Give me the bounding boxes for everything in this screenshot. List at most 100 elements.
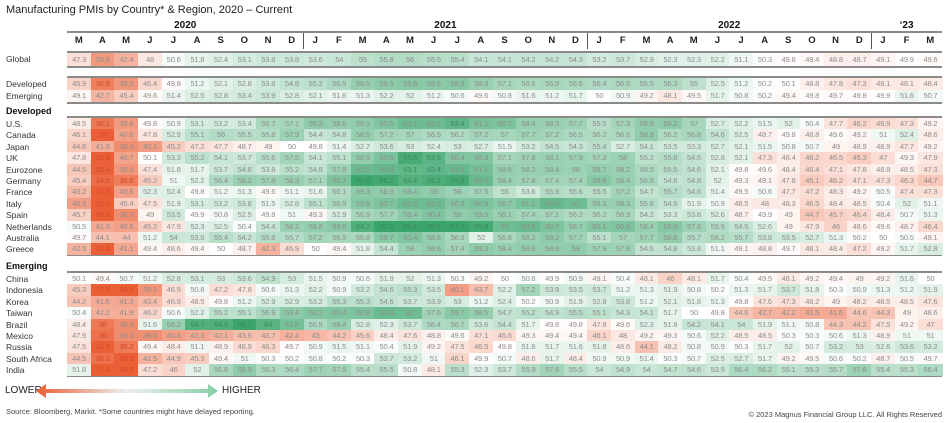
- heatmap-cell: 48.8: [800, 78, 825, 91]
- heatmap-cell: 49.9: [185, 209, 210, 222]
- heatmap-cell: 54.1: [208, 152, 234, 165]
- heatmap-cell: 50.4: [800, 118, 825, 130]
- heatmap-cell: 51.9: [398, 341, 423, 354]
- heatmap-cell: 51.7: [894, 243, 919, 256]
- heatmap-cell: 48.9: [208, 341, 234, 354]
- month-label: A: [193, 35, 201, 46]
- heatmap-cell: 59: [563, 243, 588, 256]
- heatmap-cell: 46.2: [137, 307, 163, 320]
- heatmap-cell: 55.4: [445, 53, 470, 67]
- group-bottom-rule: [67, 375, 943, 378]
- heatmap-cell: 47: [871, 152, 896, 165]
- heatmap-cell: 52.4: [894, 129, 919, 142]
- copyright: © 2023 Magnus Financial Group LLC. All R…: [748, 410, 942, 419]
- heatmap-cell: 45.4: [114, 197, 139, 210]
- heatmap-cell: 50.8: [776, 140, 801, 153]
- heatmap-cell: 55.2: [185, 152, 210, 165]
- heatmap-cell: 47.4: [137, 163, 163, 176]
- heatmap-cell: 52.3: [185, 220, 210, 233]
- heatmap-cell: 36.6: [114, 175, 139, 187]
- heatmap-cell: 57.7: [563, 118, 588, 130]
- heatmap-cell: 61.1: [516, 197, 541, 210]
- row-label: Taiwan: [6, 308, 33, 319]
- heatmap-cell: 47.6: [752, 295, 777, 308]
- heatmap-cell: 58.8: [658, 232, 683, 244]
- heatmap-cell: 52.1: [729, 140, 754, 153]
- heatmap-cell: 53.2: [587, 53, 612, 67]
- heatmap-cell: 53.7: [776, 284, 801, 297]
- heatmap-cell: 58.6: [327, 118, 352, 130]
- heatmap-cell: 56.6: [610, 78, 636, 91]
- heatmap-cell: 48.7: [752, 129, 777, 142]
- heatmap-cell: 56.3: [256, 364, 281, 377]
- heatmap-cell: 52.5: [705, 352, 730, 365]
- heatmap-cell: 42.1: [208, 330, 234, 342]
- heatmap-cell: 50.4: [67, 307, 92, 320]
- heatmap-cell: 31.3: [90, 341, 115, 354]
- heatmap-cell: 30.8: [90, 209, 115, 222]
- heatmap-cell: 55.1: [185, 129, 210, 142]
- heatmap-cell: 44.1: [90, 232, 115, 244]
- heatmap-cell: 51.1: [279, 186, 304, 199]
- heatmap-cell: 53: [208, 273, 234, 285]
- heatmap-cell: 53.2: [918, 341, 943, 354]
- heatmap-cell: 27.4: [90, 364, 115, 377]
- heatmap-cell: 47.3: [918, 163, 943, 176]
- heatmap-cell: 48.5: [871, 295, 896, 308]
- heatmap-cell: 60.4: [421, 209, 446, 222]
- heatmap-cell: 56.9: [445, 232, 470, 244]
- month-label: S: [501, 35, 508, 46]
- heatmap-cell: 50.3: [800, 330, 825, 342]
- row-label: Netherlands: [6, 221, 52, 232]
- heatmap-cell: 60.7: [374, 197, 399, 210]
- heatmap-cell: 51.3: [279, 284, 304, 297]
- heatmap-cell: 59.3: [374, 78, 399, 91]
- heatmap-cell: 48.9: [871, 330, 896, 342]
- heatmap-cell: 47.5: [445, 341, 470, 354]
- heatmap-cell: 49.8: [256, 209, 281, 222]
- heatmap-cell: 50.2: [327, 352, 352, 365]
- heatmap-cell: 53.7: [587, 284, 612, 297]
- group-top-rule: [67, 116, 943, 118]
- heatmap-cell: 44.6: [847, 307, 872, 320]
- heatmap-cell: 47.5: [67, 341, 92, 354]
- heatmap-cell: 57.7: [634, 232, 659, 244]
- heatmap-cell: 51: [871, 129, 896, 142]
- heatmap-cell: 49.3: [658, 330, 683, 342]
- heatmap-cell: 49.3: [303, 209, 328, 222]
- heatmap-cell: 49.8: [705, 307, 730, 320]
- heatmap-cell: 59.7: [445, 307, 470, 320]
- heatmap-cell: 51.9: [681, 197, 707, 210]
- heatmap-cell: 56.9: [327, 232, 352, 244]
- heatmap-cell: 51.3: [232, 186, 257, 199]
- heatmap-cell: 40.7: [114, 152, 139, 165]
- heatmap-cell: 52.7: [705, 140, 730, 153]
- heatmap-cell: 48.8: [752, 243, 777, 256]
- heatmap-cell: 39.6: [90, 53, 115, 67]
- heatmap-cell: 65.9: [445, 175, 470, 187]
- heatmap-cell: 55.2: [516, 307, 541, 320]
- heatmap-cell: 48.8: [800, 129, 825, 142]
- heatmap-cell: 58.5: [469, 307, 494, 320]
- heatmap-cell: 58: [445, 186, 470, 199]
- heatmap-cell: 51.2: [208, 186, 234, 199]
- heatmap-cell: 50.5: [871, 186, 896, 199]
- heatmap-cell: 53.1: [185, 197, 210, 210]
- heatmap-cell: 51.6: [137, 318, 163, 331]
- heatmap-cell: 48.4: [871, 209, 896, 222]
- heatmap-cell: 49.9: [894, 53, 919, 67]
- heatmap-cell: 53.5: [563, 284, 588, 297]
- heatmap-cell: 54.5: [729, 220, 754, 233]
- heatmap-cell: 47.2: [800, 186, 825, 199]
- heatmap-cell: 51.3: [918, 209, 943, 222]
- heatmap-cell: 62: [398, 307, 423, 320]
- heatmap-cell: 48.6: [918, 129, 943, 142]
- heatmap-cell: 57.8: [610, 243, 636, 256]
- heatmap-cell: 51.6: [516, 341, 541, 354]
- heatmap-cell: 49.4: [823, 273, 848, 285]
- heatmap-cell: 38.3: [114, 330, 139, 342]
- heatmap-cell: 55.7: [729, 232, 754, 244]
- heatmap-cell: 45.6: [350, 330, 375, 342]
- heatmap-cell: 50.8: [800, 318, 825, 331]
- heatmap-cell: 50.2: [847, 352, 872, 365]
